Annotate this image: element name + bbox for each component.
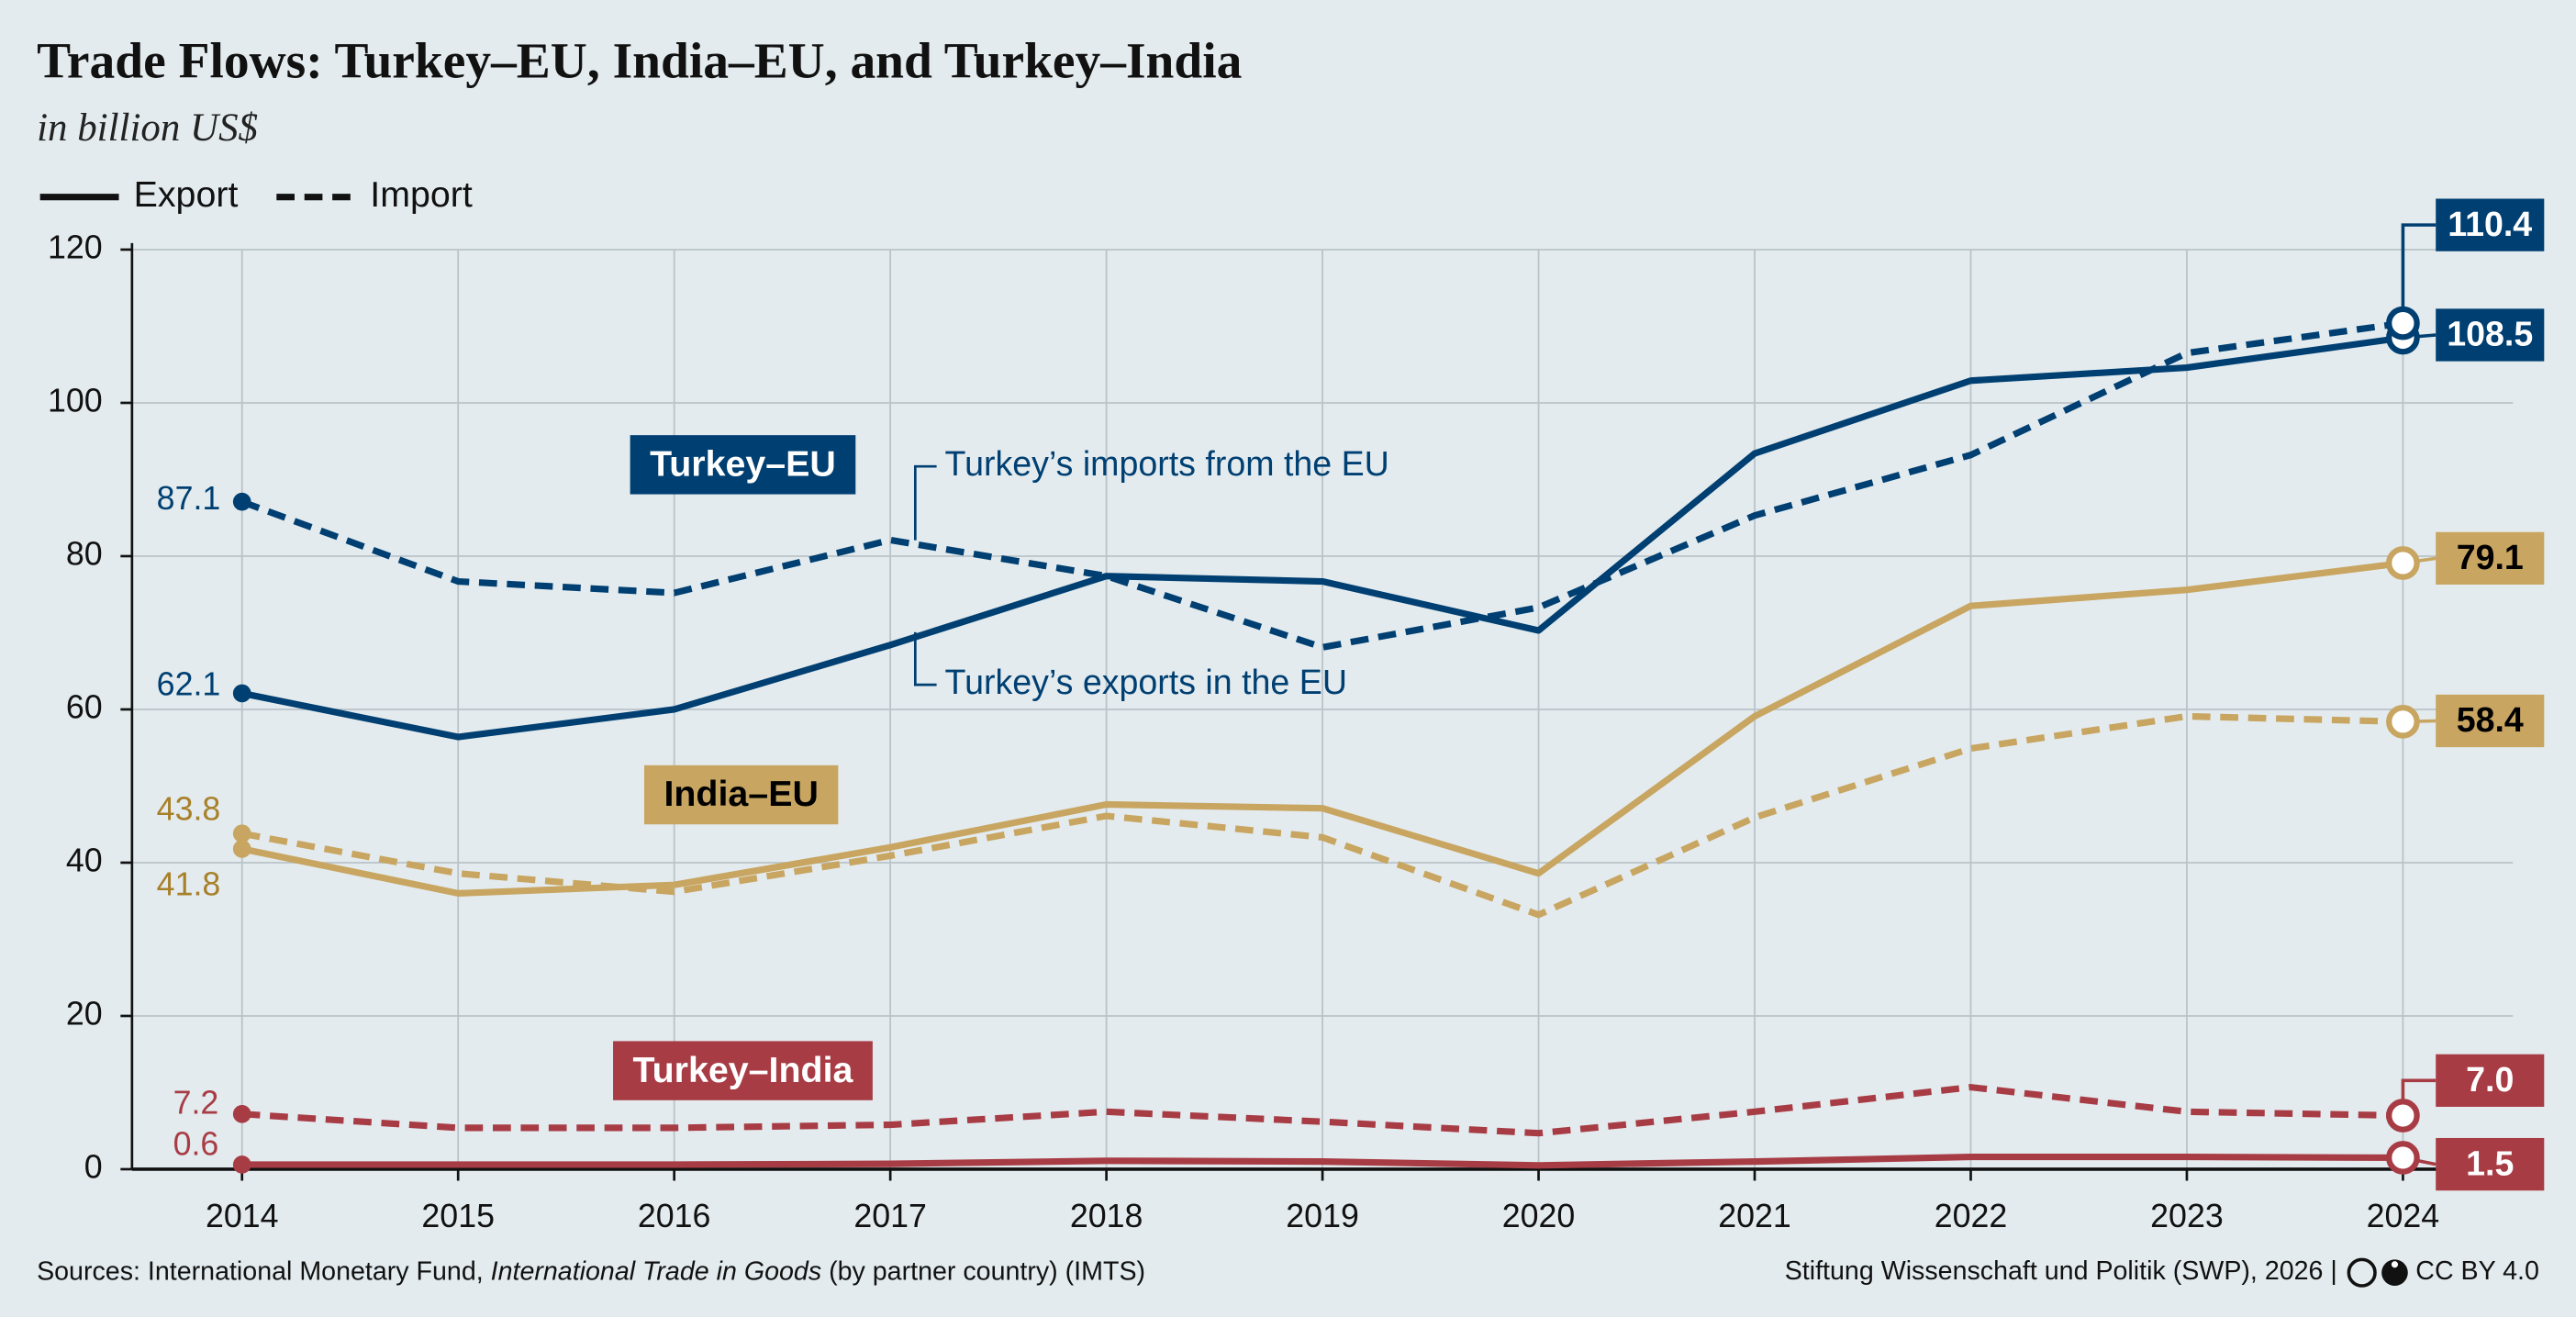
- legend-label: Export: [134, 174, 239, 215]
- credit: Stiftung Wissenschaft und Politik (SWP),…: [1785, 1256, 2337, 1286]
- license: CC BY 4.0: [2415, 1256, 2539, 1286]
- annotation-bracket: [913, 464, 937, 541]
- y-tick-label: 20: [66, 995, 103, 1032]
- end-marker: [2386, 546, 2420, 580]
- annotation-bracket: [913, 631, 937, 686]
- start-value-label: 43.8: [157, 790, 221, 827]
- start-marker: [232, 492, 251, 511]
- group-label-box: [630, 435, 856, 495]
- source-text: International Trade in Goods: [491, 1256, 821, 1286]
- y-tick-label: 0: [84, 1148, 103, 1185]
- end-value-label: 79.1: [2457, 538, 2524, 576]
- label-connector: [2401, 223, 2437, 324]
- line-series: [241, 334, 2403, 741]
- x-tick-label: 2022: [1935, 1198, 2008, 1234]
- x-tick-label: 2017: [853, 1198, 927, 1234]
- group-label: India–EU: [664, 774, 818, 814]
- x-tick-label: 2021: [1718, 1198, 1791, 1234]
- x-tick-label: 2023: [2150, 1198, 2224, 1234]
- start-marker: [232, 1105, 251, 1123]
- end-value-label: 108.5: [2447, 315, 2533, 353]
- start-value-label: 7.2: [173, 1085, 219, 1122]
- x-tick-label: 2019: [1286, 1198, 1359, 1234]
- x-tick-label: 2016: [638, 1198, 711, 1234]
- y-tick-label: 100: [48, 382, 103, 419]
- group-label-box: [643, 765, 839, 825]
- group-label: Turkey–India: [633, 1050, 854, 1090]
- end-label-box: [2436, 1054, 2545, 1107]
- line-series: [241, 1154, 2403, 1169]
- end-value-label: 58.4: [2457, 700, 2524, 739]
- annotation: Turkey’s imports from the EU: [945, 444, 1389, 483]
- end-value-label: 110.4: [2448, 205, 2532, 243]
- end-value-label: 1.5: [2466, 1144, 2514, 1182]
- y-tick-label: 40: [66, 842, 103, 878]
- y-tick-label: 60: [66, 688, 103, 725]
- start-value-label: 62.1: [157, 665, 221, 702]
- start-marker: [232, 1155, 251, 1174]
- end-marker: [2386, 1141, 2420, 1175]
- start-marker: [232, 824, 251, 843]
- group-label-box: [613, 1041, 873, 1100]
- end-label-box: [2436, 308, 2545, 362]
- line-series: [240, 319, 2403, 651]
- chart-title: Trade Flows: Turkey–EU, India–EU, and Tu…: [37, 32, 1242, 88]
- start-marker: [232, 840, 251, 858]
- end-label-box: [2436, 694, 2545, 748]
- end-label-box: [2436, 198, 2545, 251]
- start-value-label: 41.8: [157, 866, 221, 903]
- start-marker: [232, 684, 251, 703]
- source-text: (by partner country) (IMTS): [821, 1256, 1145, 1286]
- x-tick-label: 2020: [1502, 1198, 1576, 1234]
- end-label-box: [2436, 1137, 2545, 1191]
- x-tick-label: 2015: [421, 1198, 495, 1234]
- x-tick-label: 2014: [206, 1198, 279, 1234]
- legend-label: Import: [370, 174, 473, 215]
- by-icon-head: [2391, 1261, 2399, 1268]
- x-tick-label: 2018: [1070, 1198, 1143, 1234]
- end-value-label: 7.0: [2466, 1060, 2514, 1099]
- end-marker: [2386, 1099, 2420, 1133]
- end-label-box: [2436, 531, 2545, 585]
- group-label: Turkey–EU: [650, 444, 836, 485]
- cc-icons: [2347, 1257, 2408, 1288]
- annotation: Turkey’s exports in the EU: [945, 663, 1347, 701]
- chart-subtitle: in billion US$: [37, 106, 258, 150]
- cc-icon: [2347, 1257, 2377, 1288]
- y-tick-label: 80: [66, 535, 103, 572]
- start-value-label: 87.1: [157, 480, 221, 517]
- x-tick-label: 2024: [2367, 1198, 2440, 1234]
- y-tick-label: 120: [48, 229, 103, 265]
- source-note: Sources: International Monetary Fund, In…: [37, 1256, 1145, 1286]
- start-value-label: 0.6: [173, 1125, 219, 1162]
- line-series: [241, 712, 2403, 919]
- by-icon: [2381, 1259, 2408, 1287]
- end-marker: [2386, 704, 2420, 739]
- source-text: Sources: International Monetary Fund,: [37, 1256, 491, 1286]
- end-marker: [2386, 306, 2420, 340]
